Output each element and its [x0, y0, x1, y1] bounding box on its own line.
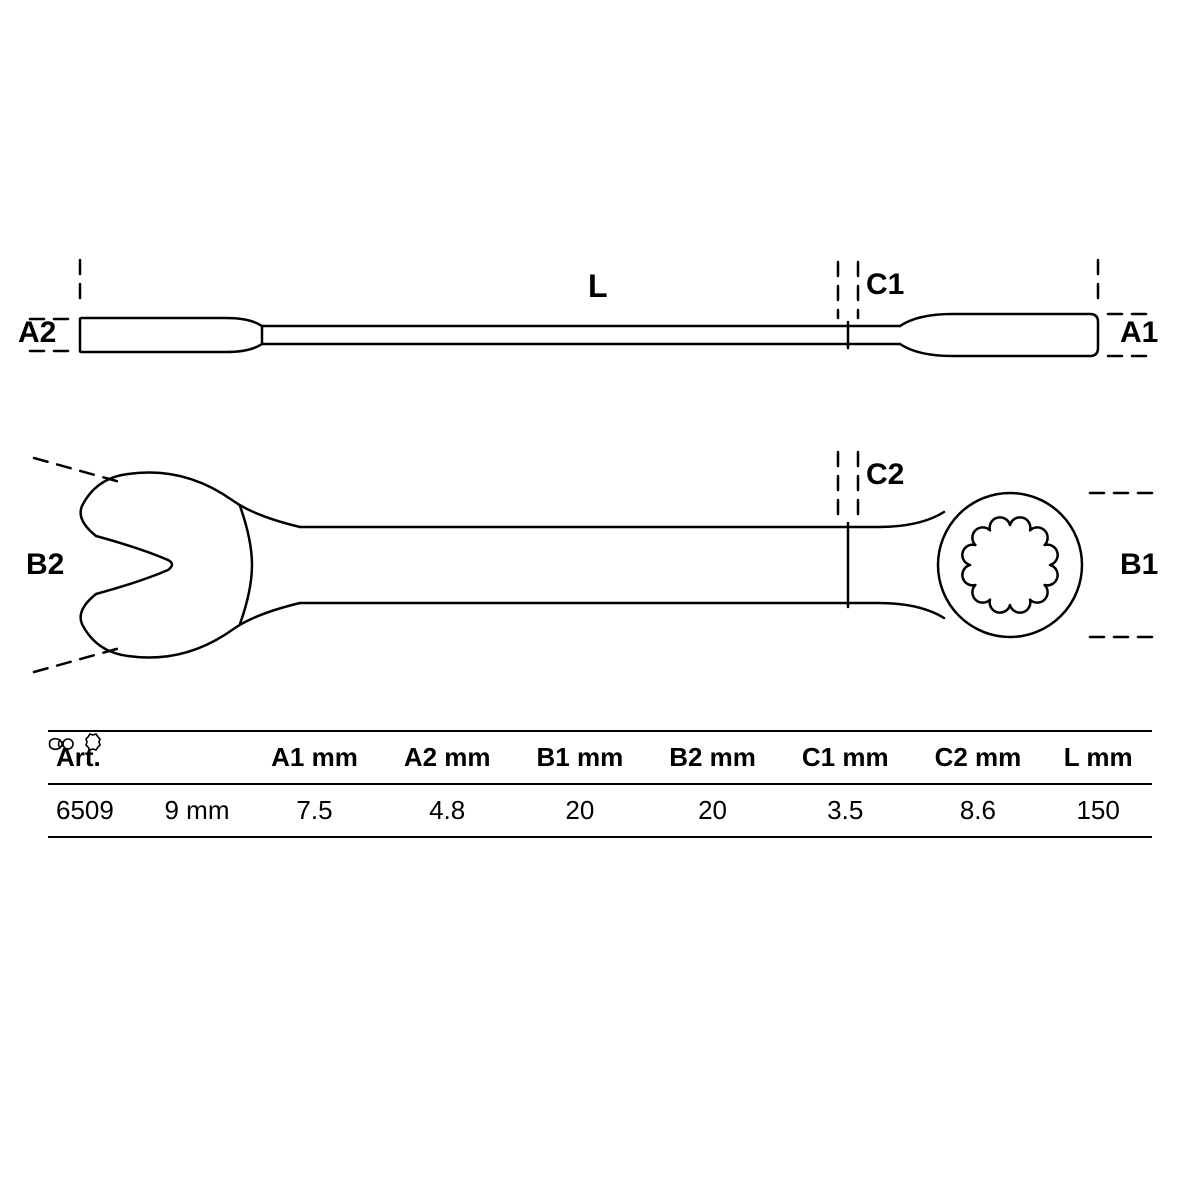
cell-size: 9 mm: [146, 784, 248, 837]
label-B2: B2: [26, 548, 64, 582]
cell-a2: 4.8: [381, 784, 514, 837]
cell-b2: 20: [646, 784, 779, 837]
table-header-row: Art. A1 mm A2 mm: [48, 731, 1152, 784]
cell-art: 6509: [48, 784, 146, 837]
col-l: L mm: [1044, 731, 1152, 784]
ring-inner-12pt: [962, 517, 1057, 612]
dim-B2-top: [34, 458, 120, 482]
cell-c1: 3.5: [779, 784, 912, 837]
label-L: L: [588, 268, 608, 305]
label-A2: A2: [18, 316, 56, 350]
cell-a1: 7.5: [248, 784, 381, 837]
ring-outer: [938, 493, 1082, 637]
dim-B2-bot: [34, 648, 120, 672]
table-row: 6509 9 mm 7.5 4.8 20 20 3.5 8.6 150: [48, 784, 1152, 837]
col-b2: B2 mm: [646, 731, 779, 784]
label-C1: C1: [866, 268, 904, 302]
side-left-head: [80, 318, 262, 352]
col-a1: A1 mm: [248, 731, 381, 784]
col-c2: C2 mm: [912, 731, 1045, 784]
open-end: [81, 472, 300, 657]
label-B1: B1: [1120, 548, 1158, 582]
cell-b1: 20: [514, 784, 647, 837]
label-C2: C2: [866, 458, 904, 492]
col-b1: B1 mm: [514, 731, 647, 784]
col-a2: A2 mm: [381, 731, 514, 784]
col-c1: C1 mm: [779, 731, 912, 784]
label-A1: A1: [1120, 316, 1158, 350]
side-right-head: [900, 314, 1098, 356]
side-shaft: [262, 326, 900, 344]
open-end-jaw: [240, 506, 252, 624]
wrench-diagram: [0, 0, 1200, 1200]
col-size: [146, 731, 248, 784]
wrench-icon: [48, 731, 104, 757]
spec-table: Art. A1 mm A2 mm: [48, 730, 1152, 838]
cell-l: 150: [1044, 784, 1152, 837]
cell-c2: 8.6: [912, 784, 1045, 837]
